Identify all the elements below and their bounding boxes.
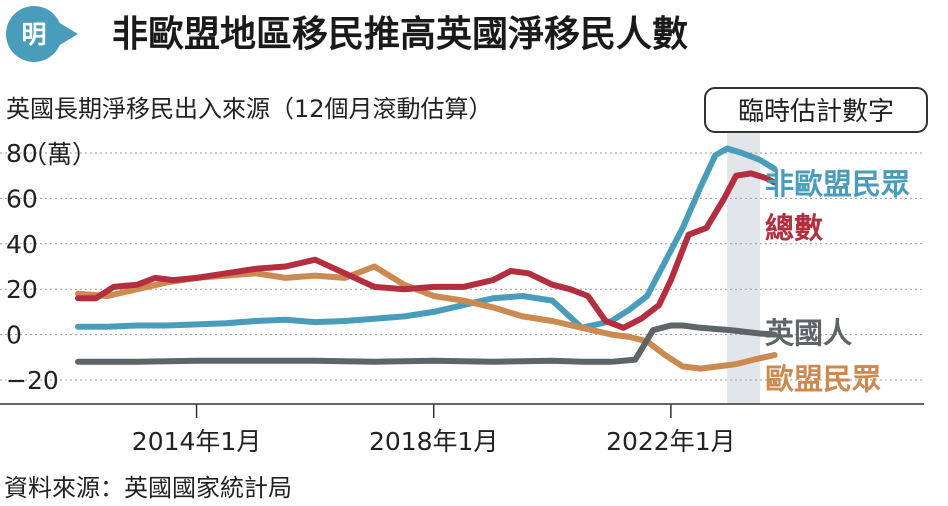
x-tick-label: 2022年1月 xyxy=(606,427,736,456)
logo-char: 明 xyxy=(21,20,46,49)
y-tick-label: 60 xyxy=(6,184,38,213)
logo-badge xyxy=(6,6,62,62)
header: 明 非歐盟地區移民推高英國淨移民人數 xyxy=(6,6,688,62)
y-tick-label: −20 xyxy=(6,366,59,395)
series-line-1 xyxy=(75,145,778,331)
series-lines xyxy=(75,145,778,372)
chart-subtitle: 英國長期淨移民出入來源（12個月滾動估算） xyxy=(6,95,493,123)
legend-label: 總數 xyxy=(765,211,823,245)
x-tick-label: 2014年1月 xyxy=(132,427,262,456)
series-line-3 xyxy=(75,322,778,365)
chart-title: 非歐盟地區移民推高英國淨移民人數 xyxy=(112,14,688,55)
source-note: 資料來源：英國國家統計局 xyxy=(4,474,292,502)
y-tick-label: 0 xyxy=(6,321,22,350)
legend-label: 英國人 xyxy=(765,316,852,350)
estimate-region xyxy=(727,88,760,404)
y-tick-label: 20 xyxy=(6,275,38,304)
x-axis: 2014年1月 2018年1月 2022年1月 xyxy=(132,404,736,456)
series-line-2 xyxy=(75,170,778,331)
logo-pointer xyxy=(58,22,78,46)
y-axis: 80 60 40 20 0 −20 xyxy=(6,139,59,395)
x-tick-label: 2018年1月 xyxy=(369,427,499,456)
estimate-label-box xyxy=(704,87,928,133)
y-tick-label: 80 xyxy=(6,139,38,168)
estimate-label: 臨時估計數字 xyxy=(738,97,894,127)
y-tick-label: 40 xyxy=(6,230,38,259)
legend-label: 歐盟民眾 xyxy=(765,362,881,396)
legend-label: 非歐盟民眾 xyxy=(765,167,910,201)
y-unit-label: （萬） xyxy=(22,140,97,169)
